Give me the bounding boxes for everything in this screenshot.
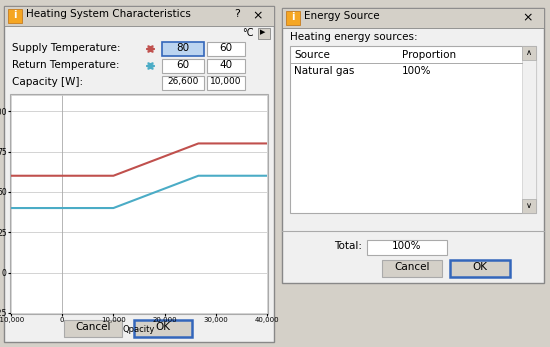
Text: 10,000: 10,000 bbox=[210, 77, 242, 86]
Text: Heating energy sources:: Heating energy sources: bbox=[290, 32, 417, 42]
Bar bbox=[450, 260, 510, 277]
Text: °C: °C bbox=[242, 28, 254, 38]
Text: ×: × bbox=[522, 11, 532, 24]
Bar bbox=[4, 6, 274, 342]
Bar bbox=[207, 42, 245, 56]
Text: 80: 80 bbox=[177, 43, 190, 53]
Text: 100%: 100% bbox=[402, 66, 432, 76]
Bar bbox=[4, 6, 274, 26]
Bar bbox=[382, 260, 442, 277]
Text: OK: OK bbox=[472, 262, 487, 272]
Bar bbox=[8, 9, 22, 23]
Bar bbox=[286, 11, 300, 25]
Bar bbox=[10, 94, 268, 314]
Bar bbox=[64, 320, 122, 337]
Text: Energy Source: Energy Source bbox=[304, 11, 380, 21]
Text: Supply Temperature:: Supply Temperature: bbox=[12, 43, 120, 53]
Text: Cancel: Cancel bbox=[394, 262, 430, 272]
Bar bbox=[522, 199, 536, 213]
Text: 26,600: 26,600 bbox=[167, 77, 199, 86]
Text: Heating System Characteristics: Heating System Characteristics bbox=[26, 9, 191, 19]
Text: ?: ? bbox=[234, 9, 240, 19]
Text: i: i bbox=[13, 10, 16, 20]
Bar bbox=[282, 8, 544, 28]
X-axis label: Qpacity: Qpacity bbox=[123, 324, 155, 333]
Text: Cancel: Cancel bbox=[75, 322, 111, 332]
Bar bbox=[258, 28, 270, 39]
Text: OK: OK bbox=[156, 322, 170, 332]
Text: ×: × bbox=[252, 9, 262, 22]
Bar bbox=[522, 46, 536, 60]
Bar bbox=[522, 46, 536, 213]
Text: ∨: ∨ bbox=[526, 201, 532, 210]
Text: Total:: Total: bbox=[334, 241, 362, 251]
Text: Proportion: Proportion bbox=[402, 50, 456, 60]
Text: Capacity [W]:: Capacity [W]: bbox=[12, 77, 83, 87]
Text: 60: 60 bbox=[177, 60, 190, 70]
Text: ∧: ∧ bbox=[526, 48, 532, 57]
Bar bbox=[162, 59, 204, 73]
Text: ▶: ▶ bbox=[260, 29, 266, 35]
Bar bbox=[162, 76, 204, 90]
Text: 60: 60 bbox=[219, 43, 233, 53]
Bar bbox=[367, 240, 447, 255]
Text: i: i bbox=[292, 12, 295, 22]
Bar bbox=[207, 76, 245, 90]
Text: 100%: 100% bbox=[392, 241, 422, 251]
Bar bbox=[162, 42, 204, 56]
Bar bbox=[282, 8, 544, 283]
Text: Source: Source bbox=[294, 50, 330, 60]
Text: Natural gas: Natural gas bbox=[294, 66, 354, 76]
Bar bbox=[207, 59, 245, 73]
Bar bbox=[290, 46, 536, 213]
Text: Return Temperature:: Return Temperature: bbox=[12, 60, 119, 70]
Bar bbox=[134, 320, 192, 337]
Text: 40: 40 bbox=[219, 60, 233, 70]
